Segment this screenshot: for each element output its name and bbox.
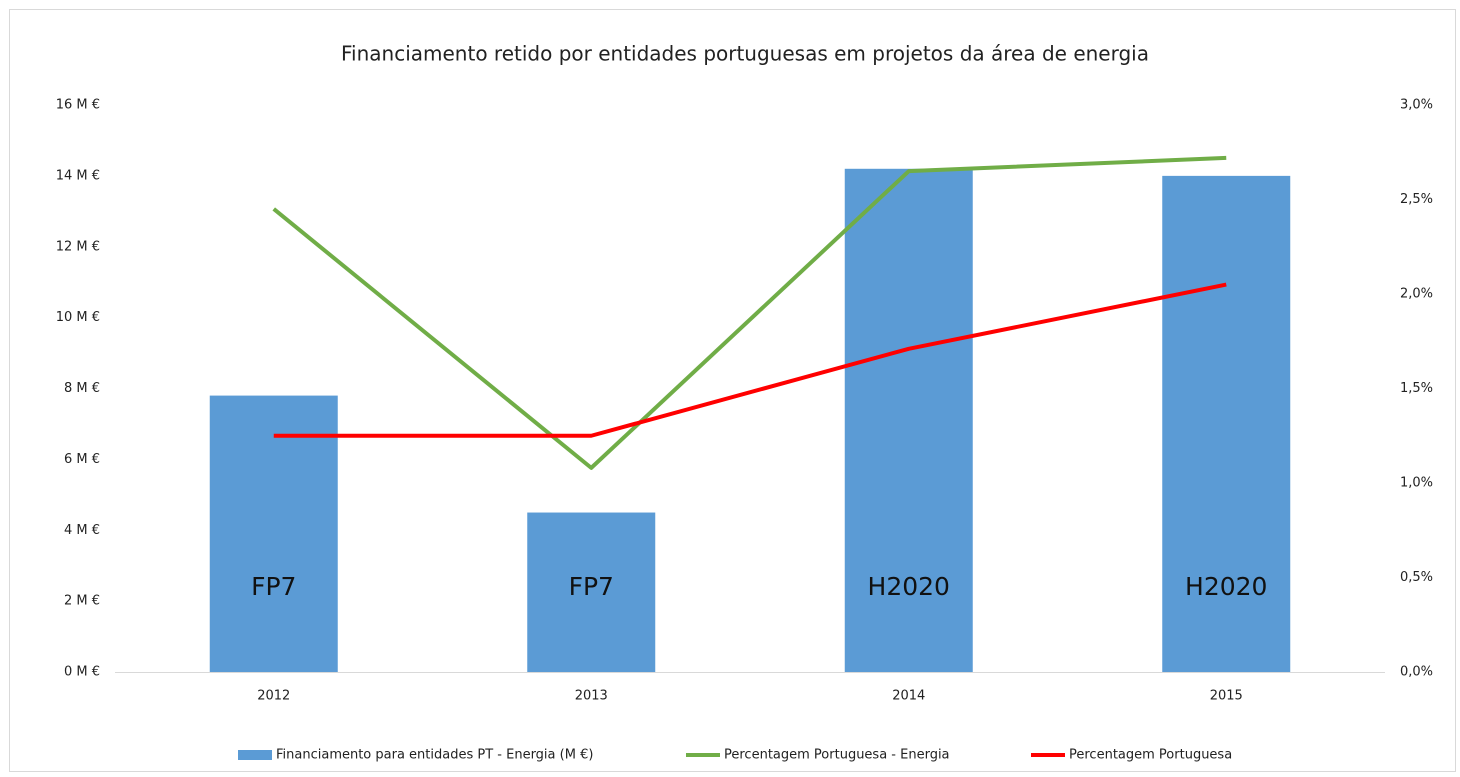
legend-label: Percentagem Portuguesa: [1069, 748, 1232, 763]
y-tick-label: 8 M €: [64, 381, 100, 396]
bar: [844, 168, 973, 672]
legend-label: Financiamento para entidades PT - Energi…: [276, 748, 593, 763]
y2-tick-label: 0,0%: [1400, 665, 1433, 680]
y-tick-label: 0 M €: [64, 665, 100, 680]
bar: [527, 512, 656, 672]
y2-tick-label: 3,0%: [1400, 98, 1433, 113]
x-tick-label: 2014: [892, 689, 925, 704]
x-tick-label: 2015: [1210, 689, 1243, 704]
legend-swatch: [238, 750, 272, 760]
chart-title: Financiamento retido por entidades portu…: [341, 42, 1149, 66]
y-tick-label: 6 M €: [64, 452, 100, 467]
x-tick-label: 2012: [257, 689, 290, 704]
y-tick-label: 14 M €: [56, 168, 100, 183]
y-tick-label: 4 M €: [64, 523, 100, 538]
y-tick-label: 16 M €: [56, 98, 100, 113]
bar-label: FP7: [569, 572, 614, 601]
y2-tick-label: 2,5%: [1400, 192, 1433, 207]
bar-label: H2020: [1185, 572, 1267, 601]
bar: [209, 395, 338, 672]
bar: [1162, 175, 1291, 672]
bar-label: FP7: [251, 572, 296, 601]
bar-label: H2020: [868, 572, 950, 601]
legend-label: Percentagem Portuguesa - Energia: [724, 748, 950, 763]
y-tick-label: 2 M €: [64, 594, 100, 609]
y2-tick-label: 1,0%: [1400, 476, 1433, 491]
y2-tick-label: 1,5%: [1400, 381, 1433, 396]
y-tick-label: 10 M €: [56, 310, 100, 325]
y-tick-label: 12 M €: [56, 239, 100, 254]
y2-tick-label: 0,5%: [1400, 570, 1433, 585]
x-tick-label: 2013: [575, 689, 608, 704]
y2-tick-label: 2,0%: [1400, 287, 1433, 302]
line-series: [272, 155, 1227, 470]
line-series: [273, 282, 1227, 438]
